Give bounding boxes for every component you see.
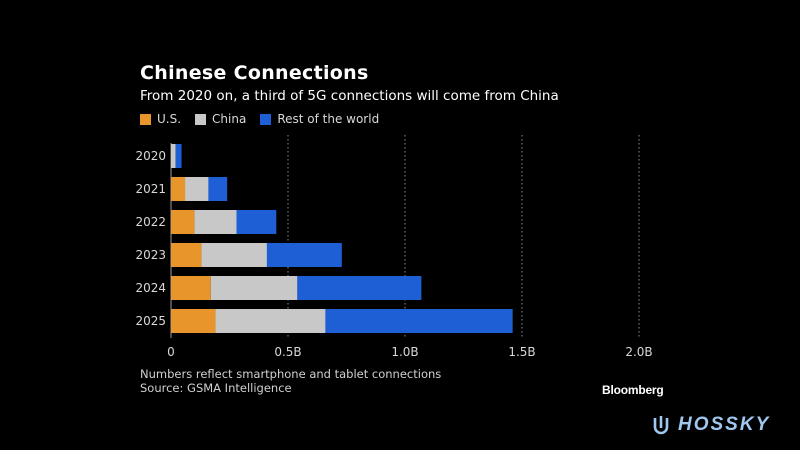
bloomberg-logo: Bloomberg [602, 383, 664, 397]
bar-segment-u-s- [171, 210, 195, 234]
bar-segment-china [194, 210, 237, 234]
x-tick-label: 0 [167, 345, 175, 359]
bar-segment-u-s- [171, 276, 211, 300]
footnote-line: Numbers reflect smartphone and tablet co… [140, 367, 442, 381]
chart-title: Chinese Connections [140, 62, 369, 84]
bar-segment-rest-of-the-world [175, 144, 182, 168]
legend-swatch-us [140, 113, 151, 125]
x-tick-label: 0.5B [274, 345, 301, 359]
legend-item-us: U.S. [140, 112, 181, 126]
y-tick-label: 2025 [135, 314, 166, 328]
bar-segment-rest-of-the-world [297, 276, 422, 300]
y-tick-label: 2023 [135, 248, 166, 262]
hossky-watermark: HOSSKY [650, 414, 770, 436]
y-tick-label: 2022 [135, 215, 166, 229]
bar-segment-china [215, 309, 326, 333]
legend-label-us: U.S. [157, 112, 182, 126]
bar-segment-rest-of-the-world [236, 210, 277, 234]
legend-label-china: China [212, 112, 247, 126]
y-tick-label: 2021 [135, 182, 166, 196]
source-line: Source: GSMA Intelligence [140, 381, 292, 395]
legend-swatch-china [195, 113, 207, 125]
x-tick-label: 1.0B [391, 345, 418, 359]
x-tick-label: 1.5B [508, 345, 535, 359]
bar-segment-rest-of-the-world [208, 177, 228, 201]
bar-segment-china [171, 144, 176, 168]
bar-segment-rest-of-the-world [325, 309, 513, 333]
bar-segment-u-s- [171, 177, 186, 201]
chart-footnote: Numbers reflect smartphone and tablet co… [140, 367, 441, 395]
bar-segment-china [210, 276, 298, 300]
legend-swatch-rest-of-world [260, 113, 272, 125]
y-tick-label: 2020 [135, 149, 166, 163]
watermark-text: HOSSKY [678, 414, 771, 435]
legend-item-rest-of-world: Rest of the world [260, 112, 379, 126]
chart-legend: U.S. China Rest of the world [140, 112, 379, 126]
bar-segment-rest-of-the-world [266, 243, 342, 267]
chart-subtitle: From 2020 on, a third of 5G connections … [140, 88, 559, 104]
y-tick-label: 2024 [135, 281, 166, 295]
bar-segment-u-s- [171, 243, 202, 267]
bar-segment-china [201, 243, 267, 267]
hossky-logo-icon [653, 416, 669, 435]
legend-label-rest-of-world: Rest of the world [277, 112, 380, 126]
x-tick-label: 2.0B [625, 345, 652, 359]
bar-segment-u-s- [171, 309, 216, 333]
legend-item-china: China [195, 112, 246, 126]
bar-segment-china [185, 177, 209, 201]
